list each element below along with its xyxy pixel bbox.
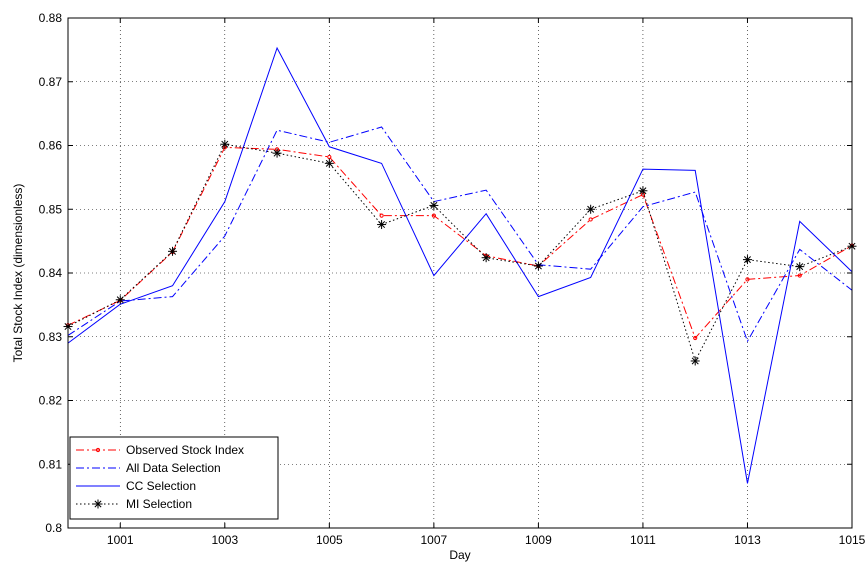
series-all-data-selection — [67, 126, 853, 343]
legend-label: All Data Selection — [126, 461, 221, 475]
grid-lines — [68, 18, 852, 528]
x-tick-label: 1001 — [107, 533, 134, 547]
x-tick-label: 1013 — [734, 533, 761, 547]
y-axis-label: Total Stock Index (dimensionless) — [11, 184, 25, 363]
y-tick-label: 0.81 — [39, 457, 63, 471]
y-tick-label: 0.8 — [45, 521, 62, 535]
legend-marker — [93, 499, 103, 509]
y-tick-label: 0.84 — [39, 266, 63, 280]
data-point — [327, 154, 332, 160]
data-point — [429, 200, 439, 210]
data-point — [272, 148, 282, 158]
legend-marker — [95, 447, 101, 453]
legend-item: Observed Stock Index — [76, 443, 244, 457]
x-tick-label: 1007 — [421, 533, 448, 547]
data-point — [379, 213, 384, 218]
legend-label: CC Selection — [126, 479, 196, 493]
data-point — [797, 273, 802, 278]
x-tick-label: 1009 — [525, 533, 552, 547]
data-point — [168, 246, 178, 256]
data-point — [586, 204, 596, 214]
data-point — [742, 255, 752, 265]
data-point — [533, 261, 543, 271]
series-line-mi-selection — [67, 143, 853, 363]
x-tick-label: 1005 — [316, 533, 343, 547]
data-point — [693, 335, 698, 341]
data-point — [795, 262, 805, 272]
legend-item: CC Selection — [76, 479, 196, 493]
data-point — [377, 220, 387, 230]
legend-item: All Data Selection — [76, 461, 221, 475]
data-point — [324, 158, 334, 168]
data-point — [220, 139, 230, 149]
y-tick-label: 0.88 — [39, 11, 63, 25]
legend-box — [69, 436, 279, 520]
x-tick-label: 1011 — [630, 533, 656, 547]
legend-label: Observed Stock Index — [126, 443, 244, 457]
y-tick-label: 0.83 — [39, 330, 63, 344]
series-layer — [63, 46, 857, 484]
x-tick-label: 1015 — [839, 533, 866, 547]
data-point — [690, 356, 700, 366]
series-line-all-data-selection — [67, 126, 853, 343]
data-point — [481, 253, 491, 263]
series-cc-selection — [67, 46, 853, 484]
y-tick-label: 0.85 — [39, 202, 63, 216]
legend-item: MI Selection — [76, 497, 192, 511]
series-line-cc-selection — [67, 46, 853, 484]
data-point — [431, 213, 436, 218]
series-line-observed-stock-index — [67, 146, 853, 339]
legend: Observed Stock Index All Data Selection CC… — [69, 436, 279, 520]
y-tick-label: 0.82 — [39, 394, 63, 408]
legend-label: MI Selection — [126, 497, 192, 511]
data-point — [115, 295, 125, 305]
y-tick-label: 0.86 — [39, 139, 63, 153]
data-point — [588, 217, 593, 222]
axis-ticks: 0.8 0.81 0.82 0.83 0.84 0.85 0.86 0.87 0.88 1001 1… — [39, 11, 866, 547]
x-axis-label: Day — [449, 548, 470, 562]
data-point — [638, 186, 648, 196]
y-tick-label: 0.87 — [39, 75, 63, 89]
x-tick-label: 1003 — [211, 533, 238, 547]
data-point — [745, 277, 750, 282]
